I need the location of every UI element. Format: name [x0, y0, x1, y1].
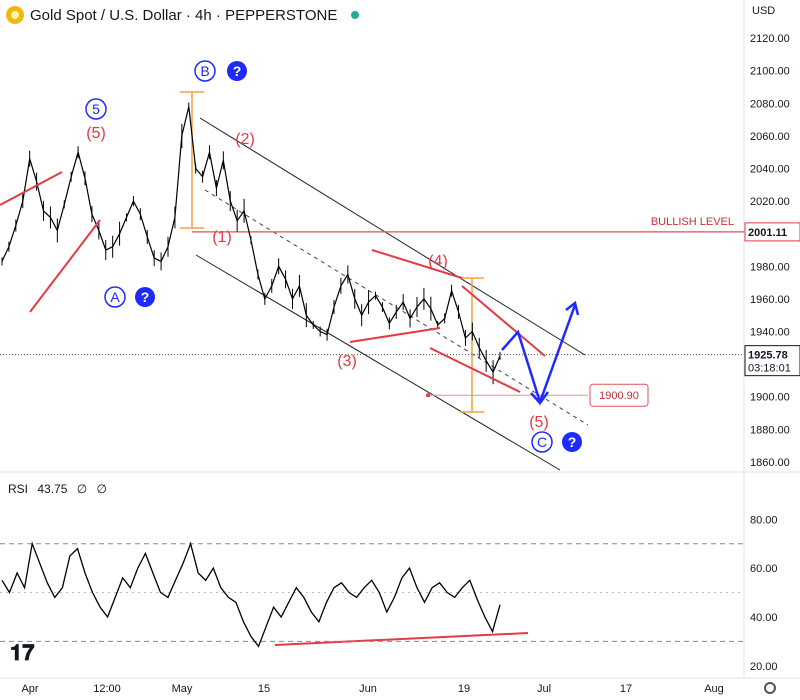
time-tick-label: Aug	[704, 683, 724, 695]
price-tick-label: 1960.00	[750, 294, 790, 306]
question-icon	[135, 287, 155, 307]
price-tick-label: 1880.00	[750, 424, 790, 436]
price-tick-label: 2040.00	[750, 164, 790, 176]
tradingview-logo-icon[interactable]: 𝟏𝟕	[10, 640, 35, 665]
triangle-top-line	[371, 249, 463, 279]
currency-selector[interactable]: USD	[752, 5, 776, 17]
rsi-tick-label: 80.00	[750, 514, 778, 526]
channel-lower-line	[195, 254, 561, 471]
price-tick-label: 1860.00	[750, 457, 790, 469]
wave-circle-blue	[85, 98, 107, 120]
symbol-title[interactable]: Gold Spot / U.S. Dollar · 4h · PEPPERSTO…	[30, 6, 338, 24]
price-tick-label: 1940.00	[750, 326, 790, 338]
gold-symbol-icon	[6, 6, 24, 24]
rsi-tick-label: 20.00	[750, 661, 778, 673]
time-tick-label: 12:00	[93, 683, 121, 695]
wave-label-red: (4)	[428, 253, 448, 270]
time-tick-label: 15	[258, 683, 270, 695]
rsi-value: 43.75	[37, 482, 68, 496]
bullish-price-tag	[744, 222, 800, 242]
market-status-icon	[351, 11, 360, 19]
wave-label-blue: 5	[92, 101, 100, 117]
triangle-bottom-line	[349, 327, 441, 343]
wave-label-red: (2)	[235, 131, 255, 148]
wave-circle-blue	[531, 431, 553, 453]
question-icon-text: ?	[233, 63, 242, 79]
target-level-box	[589, 383, 649, 407]
price-tick-label: 1900.00	[750, 392, 790, 404]
time-tick-label: 19	[458, 683, 470, 695]
target-level-dot	[426, 393, 430, 398]
time-tick-label: May	[172, 683, 193, 695]
price-series-line	[1, 106, 501, 374]
current-price-tag	[744, 345, 800, 377]
bullish-level-label: BULLISH LEVEL	[651, 216, 734, 228]
ending-diagonal-bottom	[429, 347, 521, 393]
target-level-label: 1900.90	[599, 390, 639, 402]
price-tick-label: 2080.00	[750, 98, 790, 110]
wave-label-red: (1)	[212, 229, 232, 246]
rsi-param-1: ∅	[76, 482, 88, 496]
wave-label-red: (5)	[86, 125, 106, 142]
wave-label-blue: B	[200, 63, 209, 79]
question-icon	[227, 61, 247, 81]
time-tick-label: Jun	[359, 683, 377, 695]
current-price-tag-text: 1925.78	[748, 350, 788, 362]
chart-header: Gold Spot / U.S. Dollar · 4h · PEPPERSTO…	[0, 0, 360, 30]
wave-label-blue: A	[110, 289, 120, 305]
bullish-price-tag-text: 2001.11	[748, 227, 787, 239]
projection-arrowhead-down	[530, 391, 550, 405]
rsi-tick-label: 40.00	[750, 612, 778, 624]
wave-line-b	[29, 219, 101, 313]
channel-upper-line	[199, 117, 586, 356]
price-tick-label: 1980.00	[750, 261, 790, 273]
price-tick-label: 2020.00	[750, 196, 790, 208]
rsi-tick-label: 60.00	[750, 563, 778, 575]
rsi-header: RSI 43.75 ∅ ∅	[8, 482, 113, 496]
countdown-tag-text: 03:18:01	[748, 363, 791, 375]
time-tick-label: Apr	[21, 683, 38, 695]
wave-circle-blue	[194, 60, 216, 82]
question-icon	[562, 432, 582, 452]
projection-arrowhead-up	[565, 300, 580, 316]
ending-diagonal-top	[461, 285, 546, 357]
question-icon-text: ?	[141, 289, 150, 305]
price-tick-label: 2060.00	[750, 131, 790, 143]
question-icon-text: ?	[568, 434, 577, 450]
wave-label-blue: C	[537, 434, 547, 450]
settings-gear-icon[interactable]	[764, 682, 776, 694]
wave-label-red: (3)	[337, 353, 357, 370]
wave-line-a	[0, 171, 63, 206]
rsi-label[interactable]: RSI	[8, 482, 29, 496]
price-tick-label: 2100.00	[750, 66, 790, 78]
time-tick-label: Jul	[537, 683, 551, 695]
channel-mid-line	[204, 189, 589, 426]
rsi-divergence-line	[274, 632, 529, 646]
wave-circle-blue	[104, 286, 126, 308]
wave-label-red: (5)	[529, 414, 549, 431]
rsi-series-line	[1, 541, 501, 648]
time-tick-label: 17	[620, 683, 632, 695]
price-tick-label: 2120.00	[750, 33, 790, 45]
rsi-param-2: ∅	[96, 482, 107, 496]
projection-path	[501, 304, 577, 406]
